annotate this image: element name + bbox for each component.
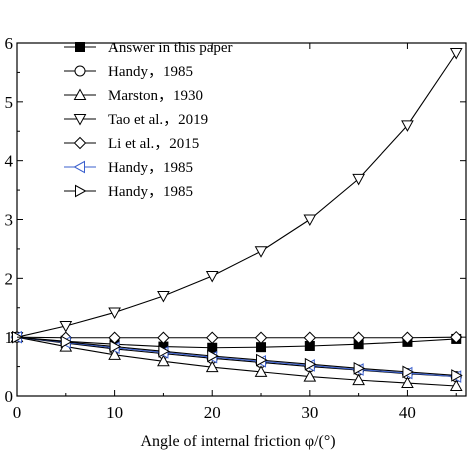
series-line: [16, 52, 457, 338]
legend-label: Handy，1985: [108, 160, 193, 176]
legend-marker: [73, 88, 87, 100]
y-tick-label: 0: [5, 387, 14, 406]
legend-marker: [73, 114, 87, 126]
data-point: [401, 120, 414, 132]
data-point: [157, 290, 170, 303]
series-5: [10, 330, 462, 383]
data-point: [59, 320, 73, 333]
series-line: [16, 336, 457, 378]
series-line: [16, 336, 457, 387]
data-point: [207, 349, 219, 363]
legend-marker: [75, 184, 87, 198]
series-line: [16, 336, 457, 378]
legend-entry: Handy，1985: [64, 64, 193, 80]
data-point: [352, 373, 365, 386]
data-point: [402, 365, 414, 379]
y-tick-label: 6: [5, 34, 14, 53]
data-point: [304, 357, 317, 371]
data-point: [157, 354, 170, 367]
data-point: [254, 331, 268, 344]
y-tick-label: 4: [5, 152, 14, 171]
y-tick-label: 3: [5, 211, 14, 230]
legend-entry: Handy，1985: [64, 184, 193, 200]
data-point: [158, 344, 170, 358]
data-point: [254, 246, 268, 258]
y-tick-label: 5: [5, 93, 14, 112]
legend-marker: [74, 65, 86, 77]
legend-marker: [73, 136, 87, 150]
x-tick-label: 10: [106, 403, 123, 422]
legend-entry: Li et al.，2015: [64, 136, 199, 152]
data-point: [206, 331, 219, 344]
legend: Answer in this paper Handy，1985 Marston，19…: [64, 40, 233, 200]
data-point: [401, 376, 414, 389]
x-tick-label: 30: [301, 403, 318, 422]
legend-entry: Tao et al.，2019: [64, 112, 208, 128]
data-point: [401, 331, 414, 344]
series-6: [12, 330, 463, 382]
legend-label: Li et al.，2015: [108, 136, 199, 152]
series-4: [10, 330, 463, 344]
legend-label: Handy，1985: [108, 64, 193, 80]
x-tick-label: 0: [13, 403, 22, 422]
data-point: [205, 360, 219, 373]
data-point: [451, 369, 463, 382]
data-point: [303, 331, 317, 344]
legend-entry: Answer in this paper: [64, 40, 233, 56]
y-tick-label: 2: [5, 269, 14, 288]
data-point: [303, 214, 317, 227]
legend-marker: [75, 42, 85, 52]
data-point: [449, 48, 463, 60]
series-2: [10, 330, 463, 391]
axes-layer: 0 10 20 30 40 0 1 2 3 4 5 6: [5, 34, 466, 422]
plot-area: [16, 42, 467, 397]
x-tick-label: 20: [204, 403, 221, 422]
series-line: [16, 336, 457, 376]
plot-frame: [16, 42, 467, 397]
data-point: [254, 365, 268, 377]
data-point: [109, 340, 122, 353]
legend-label: Handy，1985: [108, 184, 193, 200]
series-1: [11, 331, 462, 383]
data-point: [449, 379, 463, 391]
data-point: [450, 330, 463, 344]
legend-entry: Handy，1985: [64, 160, 193, 176]
legend-label: Tao et al.，2019: [108, 112, 208, 128]
y-tick-label: 1: [5, 328, 14, 347]
series-line: [16, 336, 457, 349]
legend-label: Marston，1930: [108, 88, 203, 104]
series-3: [10, 48, 463, 344]
legend-entry: Marston，1930: [64, 88, 203, 104]
series-layer: [10, 48, 463, 391]
legend-marker: [73, 160, 85, 174]
x-tick-label: 40: [399, 403, 416, 422]
data-point: [205, 270, 219, 283]
data-point: [256, 353, 268, 367]
data-point: [352, 173, 365, 186]
data-point: [108, 307, 121, 319]
legend-label: Answer in this paper: [108, 40, 233, 56]
data-point: [353, 362, 366, 375]
data-point: [60, 335, 73, 349]
x-axis-title: Angle of internal friction φ/(°): [140, 433, 335, 450]
data-point: [157, 331, 170, 344]
data-point: [108, 348, 121, 360]
series-line: [16, 336, 457, 339]
data-point: [256, 342, 267, 353]
data-point: [352, 331, 365, 344]
data-point: [303, 370, 317, 382]
